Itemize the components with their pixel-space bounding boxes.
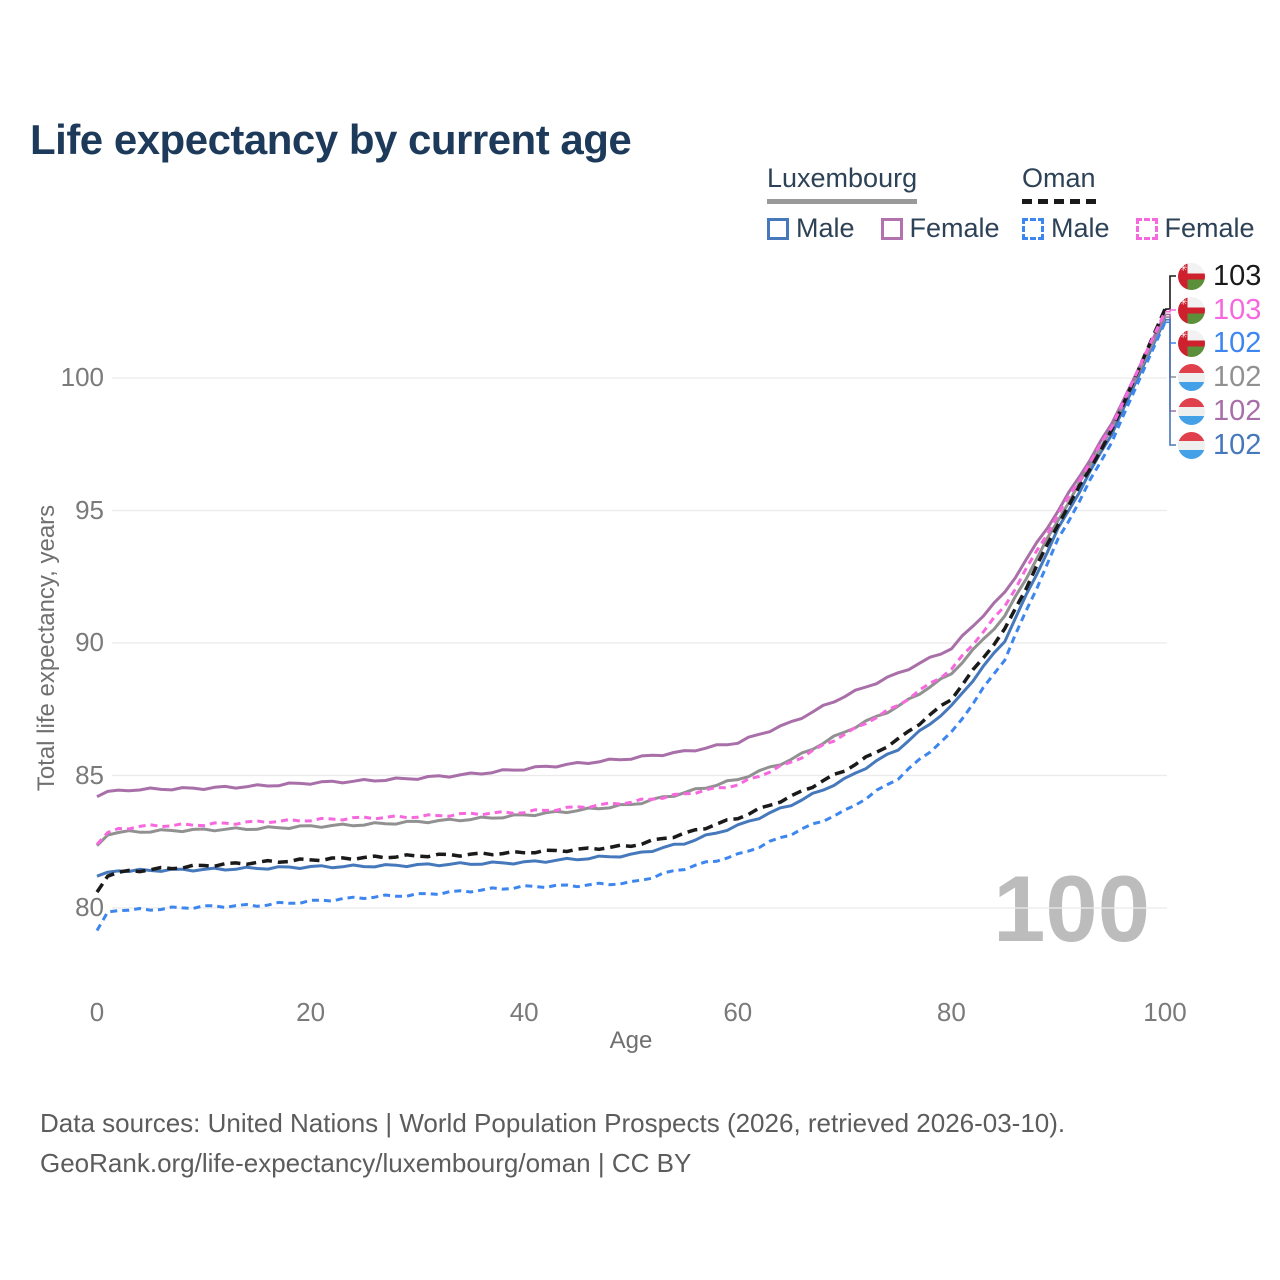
series-line-lux-male[interactable] xyxy=(96,319,1167,878)
x-tick-80: 80 xyxy=(936,997,966,1027)
x-tick-60: 60 xyxy=(723,997,753,1027)
x-tick-0: 0 xyxy=(89,997,105,1027)
end-label-value: 103 xyxy=(1213,259,1262,292)
luxembourg-flag-icon xyxy=(1178,397,1205,425)
series-line-lux-female[interactable] xyxy=(96,313,1167,799)
x-axis-title: Age xyxy=(609,1027,653,1054)
series-line-oman-both[interactable] xyxy=(95,308,1167,894)
x-tick-20: 20 xyxy=(296,997,326,1027)
end-label-oman-male[interactable]: 102 xyxy=(1178,327,1261,359)
legend-item-label: Female xyxy=(909,213,1000,243)
oman-flag-icon xyxy=(1178,296,1205,324)
y-tick-100: 100 xyxy=(60,362,104,392)
end-label-lux-male[interactable]: 102 xyxy=(1178,429,1261,461)
y-tick-95: 95 xyxy=(75,494,104,525)
x-tick-100: 100 xyxy=(1143,997,1187,1027)
legend-group-oman: Oman Male Female xyxy=(1022,163,1255,244)
series-line-oman-male[interactable] xyxy=(95,321,1167,932)
end-label-value: 103 xyxy=(1213,293,1262,326)
legend-country-oman[interactable]: Oman xyxy=(1022,163,1096,204)
legend-item-luxembourg-female[interactable]: Female xyxy=(880,213,1000,244)
y-tick-80: 80 xyxy=(75,892,104,922)
oman-flag-icon xyxy=(1178,329,1205,357)
page-title: Life expectancy by current age xyxy=(30,116,632,164)
legend-item-luxembourg-male[interactable]: Male xyxy=(767,213,855,244)
legend-swatch-icon xyxy=(1135,217,1158,240)
y-tick-85: 85 xyxy=(75,759,104,790)
end-label-value: 102 xyxy=(1213,428,1262,461)
data-sources-note: Data sources: United Nations | World Pop… xyxy=(40,1108,1066,1138)
legend-item-label: Male xyxy=(796,213,855,243)
legend-item-label: Female xyxy=(1164,213,1255,243)
end-label-connector-lux-male xyxy=(1165,318,1176,446)
end-label-oman-female[interactable]: 103 xyxy=(1178,294,1261,326)
oman-flag-icon xyxy=(1178,262,1205,290)
legend-item-label: Male xyxy=(1051,213,1110,243)
end-label-value: 102 xyxy=(1213,360,1262,393)
x-tick-40: 40 xyxy=(509,997,539,1027)
y-tick-90: 90 xyxy=(75,627,104,657)
end-label-connector-oman-female xyxy=(1165,309,1176,313)
attribution-note: GeoRank.org/life-expectancy/luxembourg/o… xyxy=(40,1148,692,1178)
series-line-oman-female[interactable] xyxy=(95,311,1167,846)
legend-country-luxembourg[interactable]: Luxembourg xyxy=(767,163,918,204)
end-label-value: 102 xyxy=(1213,326,1262,359)
legend-swatch-icon xyxy=(767,217,789,240)
legend-item-oman-female[interactable]: Female xyxy=(1135,213,1255,244)
legend-swatch-icon xyxy=(880,217,903,240)
series-line-lux-both[interactable] xyxy=(95,316,1167,847)
end-label-lux-both[interactable]: 102 xyxy=(1178,361,1261,393)
end-label-oman-both[interactable]: 103 xyxy=(1178,260,1261,292)
luxembourg-flag-icon xyxy=(1178,431,1205,459)
legend-group-luxembourg: Luxembourg Male Female xyxy=(767,163,1000,244)
luxembourg-flag-icon xyxy=(1178,363,1205,391)
end-label-lux-female[interactable]: 102 xyxy=(1178,395,1261,427)
end-label-value: 102 xyxy=(1213,394,1262,427)
legend-item-oman-male[interactable]: Male xyxy=(1022,213,1110,244)
legend-swatch-icon xyxy=(1022,217,1044,240)
end-label-connector-oman-both xyxy=(1165,275,1176,310)
